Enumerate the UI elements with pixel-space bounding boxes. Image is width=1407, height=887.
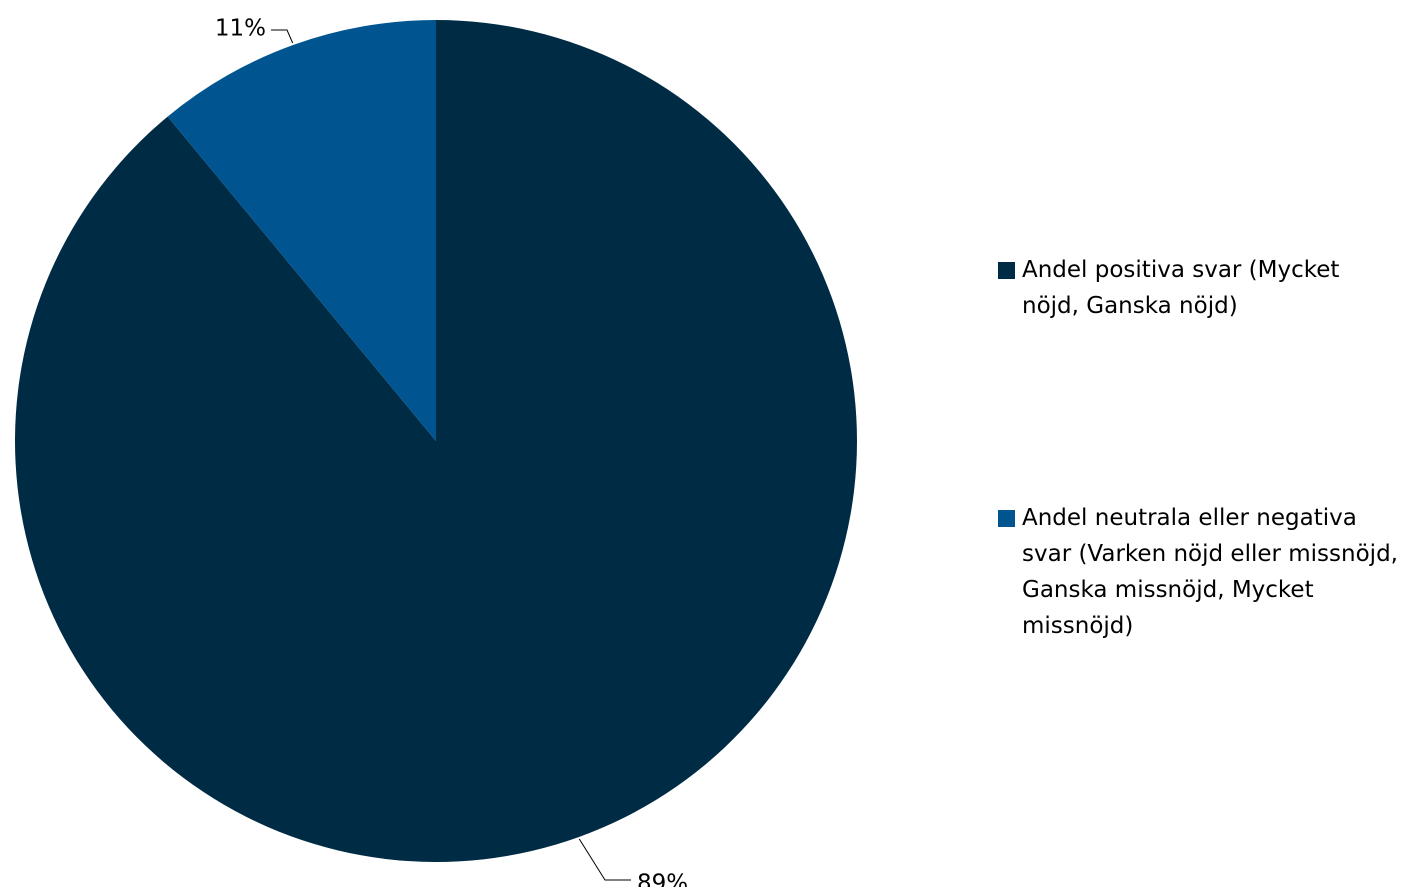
legend-item-positive: Andel positiva svar (Mycket nöjd, Ganska… <box>998 252 1398 324</box>
pie-slice-2 <box>167 20 436 441</box>
leader-line-2 <box>271 29 294 44</box>
legend-swatch-neutral-negative <box>998 510 1015 527</box>
pie-slice-1 <box>14 20 857 862</box>
legend-label-positive: Andel positiva svar (Mycket nöjd, Ganska… <box>1022 257 1340 319</box>
leader-line-1 <box>578 838 631 881</box>
legend-swatch-positive <box>998 262 1015 279</box>
data-label-2: 11% <box>215 16 266 42</box>
chart-legend: Andel positiva svar (Mycket nöjd, Ganska… <box>998 252 1398 644</box>
legend-item-neutral-negative: Andel neutrala eller negativa svar (Vark… <box>998 500 1398 644</box>
pie-data-labels: 89% 11% <box>215 16 688 887</box>
data-label-1: 89% <box>637 871 688 887</box>
pie-slices <box>14 20 857 862</box>
legend-label-neutral-negative: Andel neutrala eller negativa svar (Vark… <box>1022 505 1398 639</box>
